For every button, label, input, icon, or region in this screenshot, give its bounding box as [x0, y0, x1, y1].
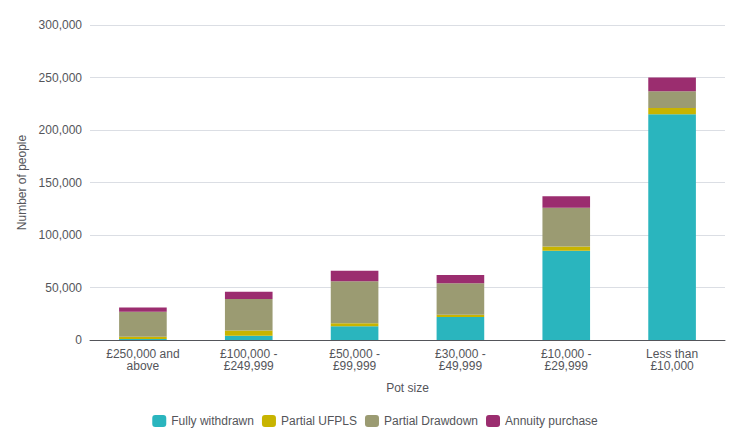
svg-text:0: 0	[75, 333, 82, 347]
svg-text:£30,000 -: £30,000 -	[435, 347, 486, 361]
svg-text:£99,999: £99,999	[333, 359, 377, 373]
svg-text:above: above	[127, 359, 160, 373]
svg-text:100,000: 100,000	[39, 228, 83, 242]
svg-text:£100,000 -: £100,000 -	[220, 347, 278, 361]
svg-text:Annuity purchase: Annuity purchase	[505, 414, 598, 428]
svg-text:50,000: 50,000	[45, 281, 82, 295]
svg-text:Partial Drawdown: Partial Drawdown	[384, 414, 478, 428]
svg-text:£50,000 -: £50,000 -	[329, 347, 380, 361]
svg-text:Pot size: Pot size	[386, 381, 429, 395]
svg-text:150,000: 150,000	[39, 176, 83, 190]
svg-text:£29,999: £29,999	[545, 359, 589, 373]
svg-text:£250,000 and: £250,000 and	[106, 347, 180, 361]
svg-text:Fully withdrawn: Fully withdrawn	[171, 414, 254, 428]
svg-text:300,000: 300,000	[39, 18, 83, 32]
svg-text:Less than: Less than	[646, 347, 699, 361]
svg-text:£249,999: £249,999	[224, 359, 274, 373]
svg-text:£10,000 -: £10,000 -	[540, 347, 592, 361]
svg-text:Number of people: Number of people	[15, 134, 29, 230]
svg-text:£49,999: £49,999	[439, 359, 483, 373]
svg-text:250,000: 250,000	[39, 71, 83, 85]
svg-text:Partial UFPLS: Partial UFPLS	[281, 414, 357, 428]
svg-text:200,000: 200,000	[39, 123, 83, 137]
svg-text:£10,000: £10,000	[650, 359, 694, 373]
